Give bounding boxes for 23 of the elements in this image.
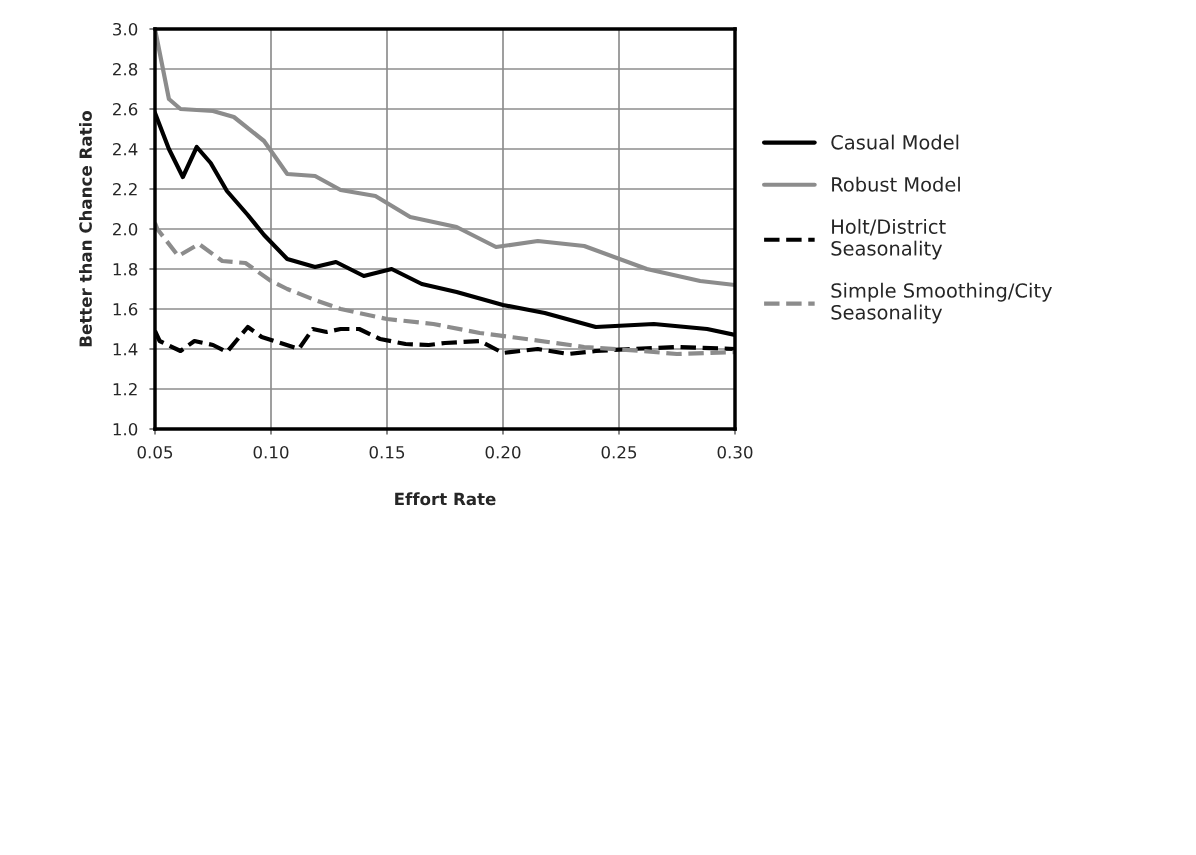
x-axis-title: Effort Rate xyxy=(395,492,496,506)
y-tick-label: 1.4 xyxy=(113,343,138,356)
x-tick-label: 0.25 xyxy=(601,445,637,459)
legend-label: Simple Smoothing/City Seasonality xyxy=(831,282,1052,324)
y-tick-label: 3.0 xyxy=(113,22,138,36)
legend-label: Casual Model xyxy=(831,134,959,150)
y-tick-label: 1.6 xyxy=(113,302,138,316)
y-tick-label: 2.8 xyxy=(113,62,138,76)
y-tick-label: 2.4 xyxy=(113,142,138,156)
y-tick-label: 2.6 xyxy=(113,102,138,116)
x-tick-label: 0.20 xyxy=(485,445,521,459)
x-tick-label: 0.05 xyxy=(137,445,173,459)
y-tick-label: 2.0 xyxy=(113,222,138,236)
x-tick-label: 0.30 xyxy=(717,445,753,459)
y-tick-label: 2.2 xyxy=(113,182,137,196)
x-tick-label: 0.10 xyxy=(253,445,289,459)
x-tick-label: 0.15 xyxy=(369,445,405,459)
y-tick-label: 1.0 xyxy=(113,422,138,436)
y-tick-label: 1.2 xyxy=(113,382,137,396)
y-axis-title: Better than Chance Ratio xyxy=(79,111,92,347)
legend-label: Holt/District Seasonality xyxy=(831,218,946,260)
legend-label: Robust Model xyxy=(832,176,960,192)
y-tick-label: 1.8 xyxy=(113,262,138,276)
